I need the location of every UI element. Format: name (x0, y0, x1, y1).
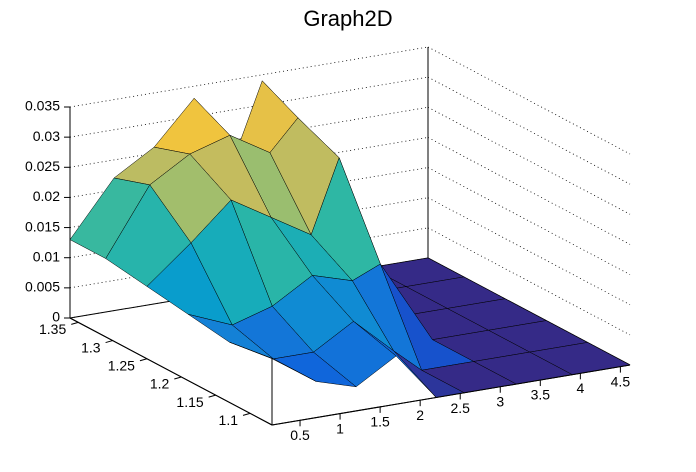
x-tick-label: 3 (496, 393, 504, 409)
y-tick-label: 1.1 (219, 412, 239, 428)
x-tick-label: 2.5 (450, 400, 470, 416)
grid-line (69, 227, 429, 289)
z-tick-label: 0.02 (33, 188, 60, 204)
grid-line (69, 257, 429, 319)
x-tick-label: 1.5 (370, 414, 390, 430)
z-tick-label: 0.01 (33, 248, 60, 264)
x-tick-label: 1 (336, 420, 344, 436)
z-tick-label: 0.03 (33, 128, 60, 144)
z-tick-label: 0.005 (25, 279, 60, 295)
grid-line (427, 76, 631, 185)
chart-title: Graph2D (303, 6, 392, 31)
z-tick-label: 0.025 (25, 158, 60, 174)
grid-line (69, 46, 429, 108)
surface-cell (229, 341, 317, 382)
tick-mark (174, 376, 182, 380)
grid-line (427, 106, 631, 215)
z-tick-label: 0.035 (25, 98, 60, 114)
tick-mark (139, 358, 148, 362)
y-tick-label: 1.15 (176, 394, 203, 410)
y-tick-label: 1.25 (108, 357, 135, 373)
grid-line (69, 106, 429, 168)
tick-mark (71, 321, 79, 325)
x-tick-label: 2 (416, 407, 424, 423)
grid-line (427, 137, 631, 245)
z-tick-label: 0 (52, 309, 60, 325)
x-axis (271, 364, 631, 426)
grid-line (427, 167, 631, 275)
tick-mark (242, 412, 251, 416)
tick-mark (105, 340, 113, 344)
y-axis (69, 317, 273, 426)
x-tick-label: 0.5 (290, 427, 310, 443)
x-tick-label: 3.5 (531, 387, 551, 403)
grid-line (69, 76, 429, 138)
x-tick-label: 4.5 (611, 373, 631, 389)
y-tick-label: 1.3 (81, 339, 101, 355)
x-tick-label: 4 (576, 380, 584, 396)
grid-line (427, 46, 631, 155)
tick-mark (208, 394, 216, 398)
y-tick-label: 1.35 (39, 321, 66, 337)
y-tick-label: 1.2 (150, 376, 170, 392)
z-tick-label: 0.015 (25, 218, 60, 234)
